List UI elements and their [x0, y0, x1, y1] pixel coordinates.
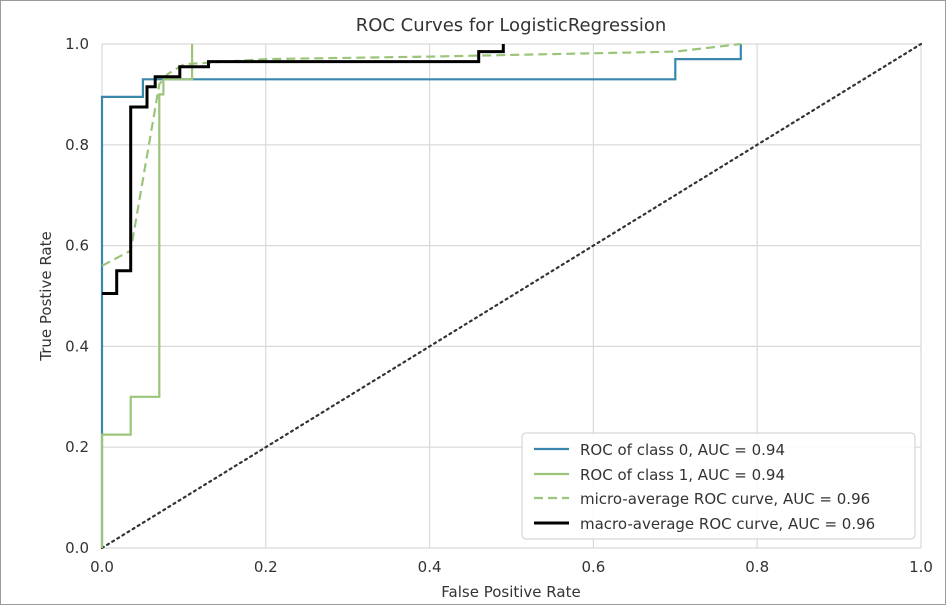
- x-tick-label: 0.0: [90, 558, 114, 576]
- x-axis-label: False Positive Rate: [441, 583, 580, 601]
- y-tick-label: 0.4: [65, 337, 89, 355]
- macro-average-line: [102, 44, 505, 295]
- x-tick-label: 0.2: [254, 558, 278, 576]
- x-tick-label: 0.8: [745, 558, 769, 576]
- y-tick-labels: 0.0 0.2 0.4 0.6 0.8 1.0: [65, 35, 89, 557]
- y-axis-label: True Postive Rate: [37, 231, 55, 361]
- grid: [101, 43, 922, 549]
- legend: ROC of class 0, AUC = 0.94 ROC of class …: [521, 432, 916, 540]
- y-tick-label: 0.2: [65, 438, 89, 456]
- x-tick-label: 0.4: [418, 558, 442, 576]
- x-tick-label: 0.6: [581, 558, 605, 576]
- legend-label-class-0: ROC of class 0, AUC = 0.94: [580, 441, 785, 459]
- series-group: [100, 42, 742, 548]
- chance-line: [100, 42, 923, 550]
- reference-diagonal: [100, 42, 923, 550]
- legend-label-class-1: ROC of class 1, AUC = 0.94: [580, 466, 785, 484]
- y-tick-label: 0.8: [65, 136, 89, 154]
- micro-average-line: [101, 42, 741, 267]
- y-tick-label: 0.0: [65, 539, 89, 557]
- x-tick-labels: 0.0 0.2 0.4 0.6 0.8 1.0: [90, 558, 933, 576]
- legend-box: [521, 432, 916, 540]
- legend-label-macro-average: macro-average ROC curve, AUC = 0.96: [580, 515, 875, 533]
- x-tick-label: 1.0: [909, 558, 933, 576]
- roc-class-0-line: [100, 44, 742, 548]
- roc-class-1-line: [100, 44, 194, 548]
- y-tick-label: 1.0: [65, 35, 89, 53]
- legend-label-micro-average: micro-average ROC curve, AUC = 0.96: [580, 490, 870, 508]
- y-tick-label: 0.6: [65, 237, 89, 255]
- chart-title: ROC Curves for LogisticRegression: [356, 15, 667, 36]
